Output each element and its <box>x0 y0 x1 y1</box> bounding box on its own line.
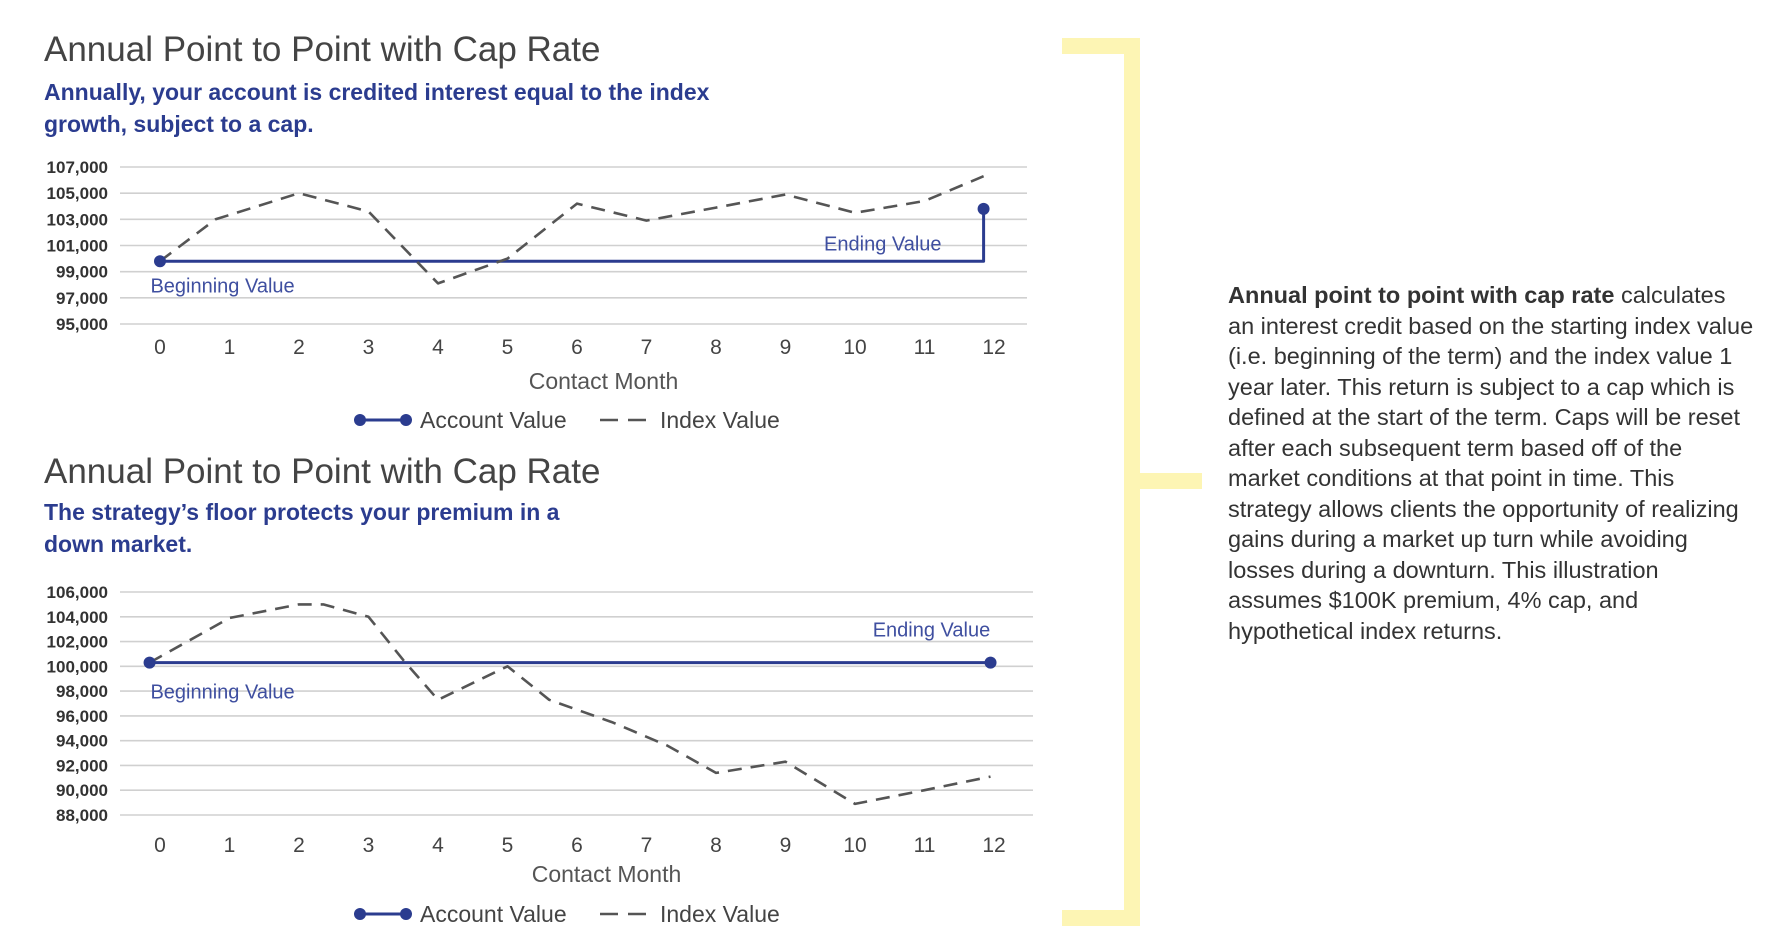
x-tick-label: 11 <box>914 834 936 857</box>
x-tick-label: 6 <box>571 834 583 857</box>
x-tick-label: 1 <box>224 336 236 359</box>
ending-value-label: Ending Value <box>873 620 991 642</box>
legend-account-marker <box>354 414 366 426</box>
ending-value-label: Ending Value <box>824 234 942 256</box>
account-value-line <box>160 208 986 263</box>
chart-subtitle: The strategy’s floor protects your premi… <box>44 499 560 557</box>
description-text: Annual point to point with cap rate calc… <box>1228 280 1758 646</box>
legend-account-marker <box>400 414 412 426</box>
x-tick-label: 5 <box>502 336 514 359</box>
y-tick-label: 92,000 <box>56 756 108 775</box>
x-axis-label: Contact Month <box>529 368 679 394</box>
chart-plot: 88,000 90,000 92,000 94,000 96,000 98,000 100,… <box>47 583 1033 927</box>
legend-account-label: Account Value <box>420 901 567 927</box>
y-tick-label: 88,000 <box>56 806 108 825</box>
x-tick-label: 8 <box>710 336 722 359</box>
bracket-top-arm <box>1062 38 1140 54</box>
chart-plot: 95,000 97,000 99,000 101,000 103,000 105,000 1… <box>47 158 1027 433</box>
y-tick-label: 97,000 <box>56 289 108 308</box>
y-tick-label: 105,000 <box>47 184 108 203</box>
y-tick-label: 95,000 <box>56 315 108 334</box>
x-tick-label: 12 <box>982 336 1005 359</box>
y-tick-label: 99,000 <box>56 263 108 282</box>
y-tick-label: 106,000 <box>47 583 108 602</box>
chart-title: Annual Point to Point with Cap Rate <box>44 30 601 69</box>
index-value-line <box>148 603 991 806</box>
x-tick-label: 3 <box>363 834 375 857</box>
account-value-marker <box>143 656 156 669</box>
x-tick-label: 11 <box>914 336 936 359</box>
y-tick-label: 102,000 <box>47 633 108 652</box>
bracket-bottom-arm <box>1062 910 1140 926</box>
x-tick-label: 5 <box>502 834 514 857</box>
chart-bottom: Annual Point to Point with Cap Rate The … <box>0 440 1060 950</box>
x-tick-label: 2 <box>293 336 305 359</box>
x-tick-label: 10 <box>843 336 866 359</box>
x-tick-label: 6 <box>571 336 583 359</box>
account-value-marker <box>984 656 997 669</box>
y-tick-label: 104,000 <box>47 608 108 627</box>
y-tick-label: 101,000 <box>47 237 108 256</box>
x-tick-label: 8 <box>710 834 722 857</box>
y-tick-label: 90,000 <box>56 781 108 800</box>
description-body: calculates an interest credit based on t… <box>1228 282 1754 644</box>
x-tick-label: 7 <box>641 834 653 857</box>
x-tick-label: 7 <box>641 336 653 359</box>
y-tick-label: 103,000 <box>47 210 108 229</box>
y-tick-label: 94,000 <box>56 732 108 751</box>
x-tick-label: 12 <box>982 834 1005 857</box>
x-tick-label: 3 <box>363 336 375 359</box>
legend-index-label: Index Value <box>660 407 780 433</box>
legend-account-label: Account Value <box>420 407 567 433</box>
x-tick-label: 4 <box>432 336 444 359</box>
y-tick-label: 100,000 <box>47 657 108 676</box>
x-tick-label: 2 <box>293 834 305 857</box>
bracket-pointer <box>1124 473 1202 489</box>
y-tick-label: 96,000 <box>56 707 108 726</box>
x-tick-label: 9 <box>780 336 792 359</box>
account-value-marker <box>977 202 990 215</box>
x-tick-label: 10 <box>843 834 866 857</box>
x-tick-label: 1 <box>224 834 236 857</box>
x-tick-label: 9 <box>780 834 792 857</box>
chart-title: Annual Point to Point with Cap Rate <box>44 452 601 491</box>
x-tick-label: 0 <box>154 834 166 857</box>
beginning-value-label: Beginning Value <box>150 682 294 704</box>
x-tick-label: 0 <box>154 336 166 359</box>
legend-index-label: Index Value <box>660 901 780 927</box>
chart-top: Annual Point to Point with Cap Rate Annu… <box>0 0 1060 440</box>
legend-account-marker <box>354 908 366 920</box>
x-tick-label: 4 <box>432 834 444 857</box>
beginning-value-label: Beginning Value <box>150 276 294 298</box>
legend-account-marker <box>400 908 412 920</box>
description-lead: Annual point to point with cap rate <box>1228 282 1615 308</box>
x-axis-label: Contact Month <box>532 861 682 887</box>
chart-subtitle: Annually, your account is credited inter… <box>44 79 710 137</box>
y-tick-label: 98,000 <box>56 682 108 701</box>
account-value-marker <box>154 255 166 268</box>
index-value-line <box>159 175 985 285</box>
y-tick-label: 107,000 <box>47 158 108 177</box>
